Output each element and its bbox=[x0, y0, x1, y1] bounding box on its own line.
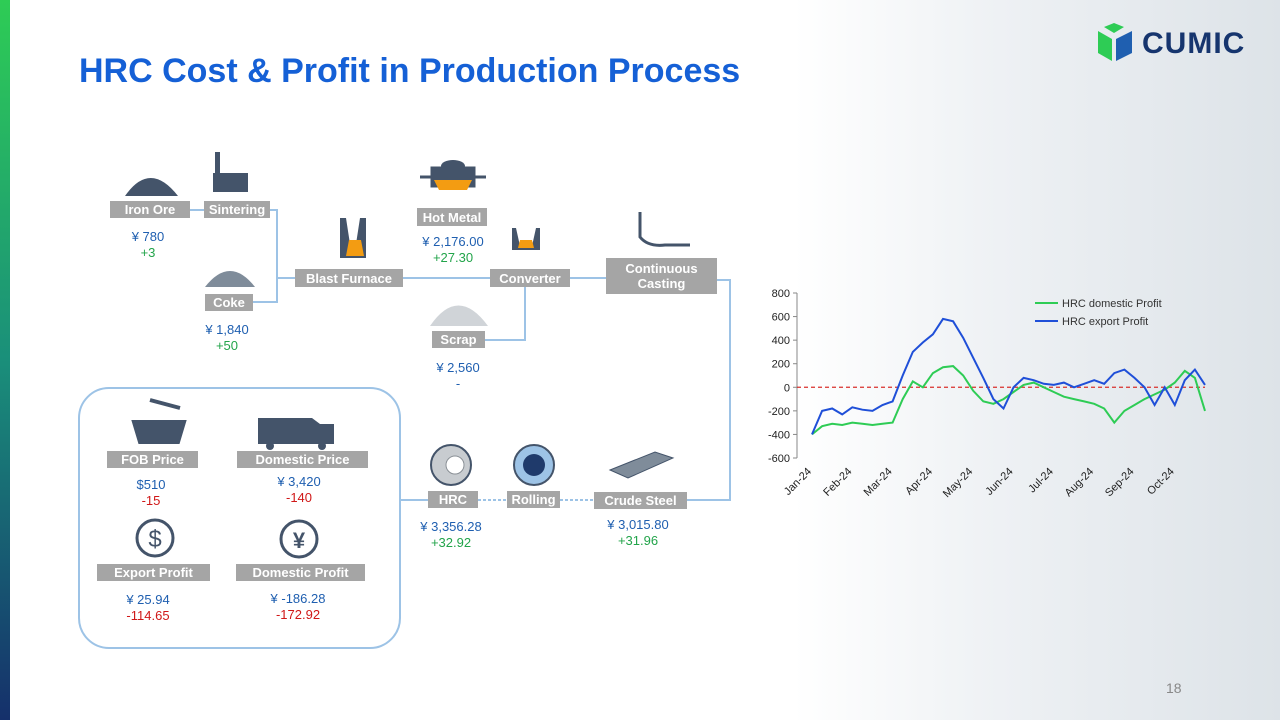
node-label: Domestic Profit bbox=[236, 564, 365, 581]
node-label: Rolling bbox=[507, 491, 560, 508]
node-label: Converter bbox=[490, 269, 570, 287]
series-line bbox=[811, 317, 1206, 435]
y-tick-label: 400 bbox=[772, 335, 790, 347]
node-price: ¥ 3,356.28 bbox=[420, 519, 482, 534]
node-change: - bbox=[455, 376, 461, 391]
node-change: +3 bbox=[140, 245, 156, 260]
x-tick-label: Jul-24 bbox=[1026, 466, 1056, 496]
node-label: Sintering bbox=[204, 201, 270, 218]
node-change: -114.65 bbox=[126, 608, 170, 623]
x-tick-label: Jun-24 bbox=[983, 466, 1015, 498]
series-line bbox=[811, 365, 1206, 436]
y-tick-label: -400 bbox=[768, 429, 790, 441]
y-tick-label: -200 bbox=[768, 406, 790, 418]
node-price: ¥ -186.28 bbox=[270, 591, 326, 606]
node-change: -172.92 bbox=[275, 607, 321, 622]
y-tick-label: 800 bbox=[772, 288, 790, 300]
node-label: Domestic Price bbox=[237, 451, 368, 468]
side-strip bbox=[0, 0, 10, 720]
y-tick-label: 600 bbox=[772, 312, 790, 324]
x-tick-label: May-24 bbox=[941, 466, 975, 500]
icons: $ ¥ bbox=[125, 152, 690, 559]
logo-icon bbox=[1098, 23, 1132, 61]
node-label: FOB Price bbox=[107, 451, 198, 468]
logo-text: CUMIC bbox=[1142, 27, 1246, 60]
node-price: ¥ 3,420 bbox=[277, 474, 321, 489]
node-change: +50 bbox=[215, 338, 239, 353]
node-label: Export Profit bbox=[97, 564, 210, 581]
node-label: Blast Furnace bbox=[295, 269, 403, 287]
node-change: -140 bbox=[285, 490, 313, 505]
line-chart: -600 -400 -200 0 200 400 600 800 Jan-24 Feb-24 Mar… bbox=[768, 288, 1206, 500]
x-tick-label: Aug-24 bbox=[1063, 466, 1097, 500]
node-price: ¥ 25.94 bbox=[126, 592, 170, 607]
node-price: ¥ 2,176.00 bbox=[422, 234, 484, 249]
node-price: ¥ 1,840 bbox=[205, 322, 249, 337]
node-label: HRC bbox=[428, 491, 478, 508]
node-price: ¥ 2,560 bbox=[436, 360, 480, 375]
node-label: Continuous Casting bbox=[606, 258, 717, 294]
legend-label: HRC export Profit bbox=[1062, 316, 1148, 328]
node-price: ¥ 780 bbox=[131, 229, 165, 244]
x-tick-label: Mar-24 bbox=[862, 466, 895, 499]
page-number: 18 bbox=[1166, 680, 1182, 696]
legend-label: HRC domestic Profit bbox=[1062, 298, 1162, 310]
svg-text:¥: ¥ bbox=[293, 528, 306, 553]
x-tick-label: Oct-24 bbox=[1145, 466, 1177, 498]
x-tick-label: Jan-24 bbox=[782, 466, 814, 498]
node-label: Iron Ore bbox=[110, 201, 190, 218]
node-change: +31.96 bbox=[617, 533, 659, 548]
node-price: ¥ 3,015.80 bbox=[607, 517, 669, 532]
node-label: Crude Steel bbox=[594, 492, 687, 509]
node-change: +27.30 bbox=[432, 250, 474, 265]
node-label: Scrap bbox=[432, 331, 485, 348]
node-label: Coke bbox=[205, 294, 253, 311]
x-tick-label: Feb-24 bbox=[821, 466, 854, 499]
x-tick-label: Sep-24 bbox=[1103, 466, 1137, 500]
connectors bbox=[78, 209, 731, 649]
node-label: Hot Metal bbox=[417, 208, 487, 226]
y-tick-label: -600 bbox=[768, 453, 790, 465]
node-change: -15 bbox=[141, 493, 161, 508]
node-change: +32.92 bbox=[430, 535, 472, 550]
node-price: $510 bbox=[136, 477, 166, 492]
title: HRC Cost & Profit in Production Process bbox=[79, 52, 741, 90]
y-tick-label: 0 bbox=[784, 382, 790, 394]
svg-text:$: $ bbox=[148, 526, 161, 553]
x-tick-label: Apr-24 bbox=[903, 466, 935, 498]
y-tick-label: 200 bbox=[772, 359, 790, 371]
